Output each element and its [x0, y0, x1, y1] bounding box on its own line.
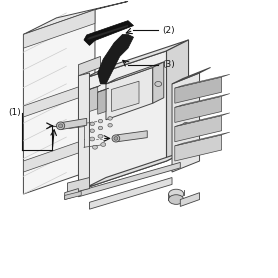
Polygon shape — [175, 113, 230, 126]
Text: (3): (3) — [162, 60, 175, 69]
Ellipse shape — [112, 135, 120, 142]
Ellipse shape — [155, 81, 162, 86]
Polygon shape — [78, 56, 100, 76]
Polygon shape — [98, 88, 109, 92]
Ellipse shape — [93, 145, 98, 149]
Polygon shape — [167, 40, 188, 161]
Polygon shape — [175, 77, 222, 103]
Ellipse shape — [90, 122, 95, 126]
Polygon shape — [65, 188, 78, 200]
Polygon shape — [175, 116, 222, 142]
Ellipse shape — [108, 123, 112, 127]
Text: (2): (2) — [162, 26, 175, 35]
Polygon shape — [172, 68, 210, 84]
Ellipse shape — [58, 124, 63, 128]
Ellipse shape — [168, 189, 184, 199]
Polygon shape — [175, 135, 222, 161]
Polygon shape — [153, 62, 164, 103]
Ellipse shape — [90, 137, 95, 141]
Polygon shape — [78, 162, 180, 197]
Polygon shape — [68, 178, 90, 194]
Polygon shape — [175, 132, 230, 146]
Polygon shape — [84, 40, 188, 78]
Ellipse shape — [56, 122, 65, 130]
Ellipse shape — [90, 129, 95, 133]
Polygon shape — [65, 191, 81, 200]
Ellipse shape — [108, 116, 112, 120]
Polygon shape — [90, 87, 98, 111]
Ellipse shape — [168, 195, 184, 204]
Ellipse shape — [98, 134, 103, 138]
Polygon shape — [172, 73, 200, 172]
Polygon shape — [111, 81, 139, 111]
Polygon shape — [62, 118, 87, 129]
Polygon shape — [23, 1, 128, 34]
Polygon shape — [117, 131, 147, 142]
Ellipse shape — [101, 143, 106, 147]
Polygon shape — [98, 34, 133, 84]
Ellipse shape — [114, 137, 118, 140]
Polygon shape — [23, 81, 95, 117]
Polygon shape — [23, 136, 95, 172]
Polygon shape — [23, 10, 95, 194]
Polygon shape — [180, 193, 200, 207]
Polygon shape — [23, 10, 95, 48]
Polygon shape — [98, 90, 106, 114]
Polygon shape — [84, 51, 167, 188]
Polygon shape — [106, 68, 153, 120]
Ellipse shape — [98, 126, 103, 130]
Ellipse shape — [98, 119, 103, 123]
Ellipse shape — [183, 123, 189, 128]
Polygon shape — [78, 73, 90, 186]
Polygon shape — [87, 25, 128, 39]
Polygon shape — [175, 96, 222, 123]
Polygon shape — [84, 21, 133, 45]
Polygon shape — [90, 85, 100, 90]
Polygon shape — [106, 62, 164, 84]
Polygon shape — [84, 150, 188, 188]
Polygon shape — [175, 74, 230, 88]
Text: (1): (1) — [8, 108, 21, 116]
Polygon shape — [90, 178, 172, 209]
Polygon shape — [175, 94, 230, 107]
